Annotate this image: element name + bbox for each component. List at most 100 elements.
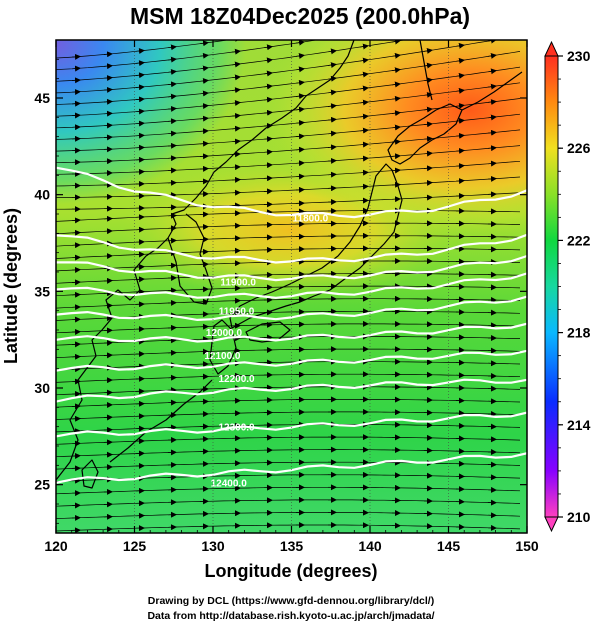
streamline-arrow bbox=[488, 24, 496, 25]
streamline bbox=[56, 40, 319, 70]
streamline-arrow bbox=[327, 48, 337, 55]
streamline-arrow bbox=[391, 110, 401, 117]
streamline-arrow bbox=[199, 40, 209, 47]
streamline-arrow bbox=[71, 100, 81, 107]
contour-line bbox=[56, 295, 527, 322]
contour-label: 11900.0 bbox=[220, 278, 256, 289]
y-tick-label: 25 bbox=[34, 477, 50, 493]
streamline-arrow bbox=[455, 162, 465, 169]
streamline-arrow bbox=[231, 100, 241, 106]
colorbar-tick-label: 214 bbox=[567, 417, 591, 433]
coastline-japan-honshu bbox=[229, 163, 403, 329]
streamline-arrow bbox=[487, 175, 497, 182]
streamline-arrow bbox=[423, 121, 433, 128]
streamline-arrow bbox=[295, 79, 305, 86]
streamline-arrow bbox=[167, 44, 177, 51]
coastline-japan-kyushu bbox=[209, 319, 237, 375]
streamline-arrow bbox=[327, 157, 337, 164]
streamline-arrow bbox=[455, 102, 465, 109]
streamline-arrow bbox=[231, 87, 241, 94]
x-tick-label: 130 bbox=[201, 538, 225, 554]
streamline-arrow bbox=[487, 99, 497, 106]
streamline-arrow bbox=[231, 48, 241, 55]
streamline-arrow bbox=[423, 47, 433, 54]
streamline bbox=[56, 160, 521, 187]
coastlines bbox=[56, 40, 523, 489]
streamline bbox=[56, 40, 230, 59]
streamline-arrow bbox=[455, 177, 465, 184]
streamline-arrow bbox=[295, 106, 305, 113]
streamline-arrow bbox=[391, 167, 401, 174]
plot-area: 11800.0 11900.0 11950.0 12000.0 12100.0 12200… bbox=[34, 0, 539, 554]
y-tick-label: 35 bbox=[34, 283, 50, 299]
streamline-arrow bbox=[487, 160, 497, 167]
streamline bbox=[56, 145, 521, 175]
streamline bbox=[56, 310, 521, 321]
contour-label: 12300.0 bbox=[218, 423, 255, 434]
contour-label: 11950.0 bbox=[219, 307, 255, 318]
streamline bbox=[56, 235, 521, 247]
colorbar-min-arrow bbox=[544, 516, 559, 533]
streamline-arrow bbox=[295, 66, 305, 73]
streamline bbox=[56, 222, 521, 235]
streamline-arrow bbox=[327, 116, 337, 123]
streamline-arrow bbox=[327, 89, 337, 96]
streamline-arrow bbox=[423, 106, 433, 113]
x-tick-label: 150 bbox=[515, 538, 539, 554]
y-axis-ticks: 25 30 35 40 45 bbox=[34, 39, 527, 524]
coastline-kurils bbox=[461, 71, 523, 111]
x-axis-label: Longitude (degrees) bbox=[204, 561, 377, 581]
streamline-arrow bbox=[455, 72, 465, 79]
streamline-arrow bbox=[264, 34, 272, 35]
streamline-arrow bbox=[327, 144, 337, 151]
streamline-arrow bbox=[455, 87, 465, 94]
streamline-arrow bbox=[487, 83, 497, 90]
streamline-arrow bbox=[295, 173, 305, 180]
streamline-arrow bbox=[231, 112, 241, 119]
streamline bbox=[56, 386, 521, 396]
contour-line bbox=[56, 233, 527, 264]
map-title: MSM 18Z04Dec2025 (200.0hPa) bbox=[130, 3, 470, 29]
streamline-arrow bbox=[71, 53, 81, 60]
streamline-arrow bbox=[456, 0, 464, 1]
streamline-arrow bbox=[359, 71, 369, 78]
streamline bbox=[56, 66, 521, 117]
streamline-arrow bbox=[103, 63, 113, 70]
streamline-arrow bbox=[263, 83, 273, 90]
streamline bbox=[56, 51, 521, 105]
streamline bbox=[56, 298, 521, 309]
streamline-arrow bbox=[455, 147, 465, 154]
streamline bbox=[56, 399, 521, 408]
streamline-arrow bbox=[295, 119, 305, 126]
streamline-arrow bbox=[103, 110, 113, 117]
streamline-arrow bbox=[295, 93, 305, 100]
streamline-arrow bbox=[487, 52, 497, 59]
streamline-arrow bbox=[359, 169, 369, 176]
streamline bbox=[56, 449, 521, 458]
streamline-arrow bbox=[359, 141, 369, 148]
streamline-arrow bbox=[327, 62, 337, 69]
streamline-arrow bbox=[391, 95, 401, 102]
contour-line bbox=[56, 452, 527, 484]
streamline-arrow bbox=[263, 162, 273, 169]
streamline bbox=[56, 499, 521, 507]
streamline bbox=[56, 411, 521, 420]
x-tick-label: 145 bbox=[437, 538, 461, 554]
streamline-arrow bbox=[330, 40, 337, 41]
streamline-arrow bbox=[199, 128, 209, 135]
streamline-arrow bbox=[263, 149, 273, 156]
streamline-arrow bbox=[71, 89, 81, 96]
streamline-arrow bbox=[135, 132, 145, 139]
colorbar-tick-label: 222 bbox=[567, 232, 591, 248]
streamline-arrow bbox=[263, 57, 273, 64]
streamline-arrow bbox=[167, 81, 177, 88]
streamline-arrow bbox=[199, 153, 209, 160]
streamline-arrow bbox=[135, 84, 145, 91]
streamline bbox=[56, 524, 521, 532]
streamline-arrow bbox=[391, 67, 401, 74]
streamline-arrow bbox=[359, 57, 369, 64]
streamline-arrow bbox=[295, 133, 305, 140]
streamline-arrow bbox=[359, 99, 369, 106]
streamline-arrow bbox=[423, 165, 433, 172]
streamline-arrow bbox=[456, 30, 464, 31]
